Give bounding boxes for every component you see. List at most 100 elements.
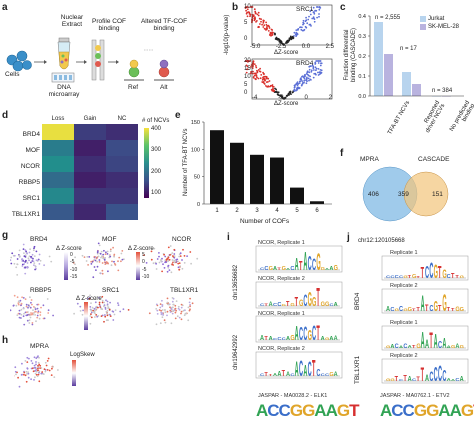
- umap-point: [101, 301, 104, 304]
- umap-point: [23, 312, 25, 315]
- volcano-point: [253, 74, 256, 77]
- umap-point: [186, 255, 189, 257]
- umap-point: [50, 260, 53, 263]
- heatmap-grid: [42, 124, 138, 220]
- panel-e-chart: 0 50 100 150 1 2 3 4 5 6: [191, 120, 332, 214]
- volcano-point: [310, 65, 312, 68]
- umap-point: [166, 301, 169, 304]
- logo-letter: C: [390, 307, 394, 313]
- umap-point: [20, 313, 23, 316]
- umap-point: [30, 360, 33, 362]
- umap-point: [91, 306, 94, 309]
- volcano-ylabel: -log10(p-value): [224, 14, 230, 55]
- heatmap-cell: [42, 172, 74, 188]
- umap-point: [24, 311, 27, 314]
- umap-point: [90, 308, 93, 311]
- umap-point: [120, 260, 122, 263]
- volcano-point: [301, 75, 303, 78]
- panel-h-legend-label: LogSkew: [70, 352, 95, 358]
- umap-point: [123, 258, 125, 261]
- row-label: NCOR: [20, 162, 40, 170]
- panel-c-ylabel: Fraction differential binding (CASCADE): [344, 27, 357, 83]
- umap-point: [37, 303, 40, 306]
- logo-letter: T: [295, 296, 298, 310]
- volcano-point: [256, 20, 258, 22]
- umap-point: [167, 260, 169, 263]
- volcano-point: [318, 8, 321, 11]
- umap-point: [15, 373, 17, 376]
- panel-c-chart: 0.0 0.1 0.2 0.3 0.4: [358, 14, 464, 100]
- umap-point: [25, 311, 28, 314]
- umap-point: [24, 374, 27, 377]
- umap-point: [22, 307, 25, 310]
- panel-h-legend-bar: [72, 360, 76, 386]
- umap-point: [82, 309, 84, 312]
- heatmap-cell: [106, 156, 138, 172]
- umap-point: [16, 263, 19, 266]
- panel-h-umap: [14, 355, 59, 388]
- umap-point: [121, 258, 124, 261]
- volcano-point: [302, 19, 305, 22]
- umap-point: [99, 305, 101, 307]
- umap-point: [30, 378, 32, 381]
- volcano-point: [277, 38, 280, 40]
- volcano-point: [313, 12, 316, 15]
- umap-point: [27, 257, 30, 260]
- volcano-point: [272, 87, 274, 90]
- logo-letter: A: [269, 336, 273, 342]
- volcano-point: [320, 62, 322, 65]
- volcano-point: [313, 11, 315, 14]
- umap-point: [103, 259, 106, 261]
- umap-point: [85, 260, 88, 262]
- umap-point: [24, 272, 27, 275]
- umap-point: [161, 270, 164, 273]
- logo-letter: G: [282, 303, 287, 306]
- volcano-point: [249, 6, 252, 8]
- umap-point: [81, 254, 84, 257]
- umap-point: [30, 312, 32, 314]
- volcano-point: [257, 26, 260, 29]
- umap-point: [98, 261, 101, 263]
- volcano-point: [256, 70, 259, 73]
- umap-point: [27, 306, 29, 309]
- umap-point: [38, 263, 41, 265]
- umap-point: [168, 269, 171, 271]
- umap-point: [127, 309, 130, 311]
- umap-point: [48, 255, 51, 258]
- heatmap-cell: [74, 156, 106, 172]
- umap-point: [22, 297, 25, 299]
- volcano-point: [307, 18, 310, 21]
- volcano-point: [270, 32, 273, 35]
- logo-letter: T: [421, 363, 425, 385]
- umap-point: [97, 255, 100, 258]
- logo-letter: G: [386, 378, 391, 383]
- umap-point: [105, 251, 107, 254]
- logo-letter: A: [273, 373, 278, 378]
- logo-letter: C: [290, 266, 294, 272]
- umap-point: [181, 267, 184, 270]
- umap-point: [158, 261, 161, 264]
- volcano-point: [262, 26, 265, 28]
- umap-point: [101, 299, 104, 302]
- umap-point: [178, 268, 181, 271]
- logo-letter: C: [429, 259, 433, 284]
- umap-point: [180, 310, 183, 313]
- umap-point: [22, 243, 25, 246]
- umap-point: [164, 255, 167, 258]
- logo-letter: C: [442, 366, 446, 385]
- umap-point: [180, 312, 182, 315]
- volcano-top-yticks: 0 5 10: [244, 4, 251, 42]
- logo-letter: C: [312, 255, 316, 274]
- umap-point: [172, 310, 175, 312]
- umap-point: [121, 250, 124, 252]
- umap-point: [35, 320, 37, 323]
- volcano-point: [263, 75, 266, 78]
- umap-point: [103, 249, 105, 252]
- logo-letter: G: [312, 296, 316, 310]
- umap-point: [158, 255, 160, 258]
- volcano-point: [306, 71, 309, 73]
- umap-point: [95, 308, 97, 311]
- logo-letter: T: [264, 303, 267, 308]
- umap-legend-label-mof: Δ Z-score: [128, 246, 154, 252]
- volcano-point: [294, 86, 296, 88]
